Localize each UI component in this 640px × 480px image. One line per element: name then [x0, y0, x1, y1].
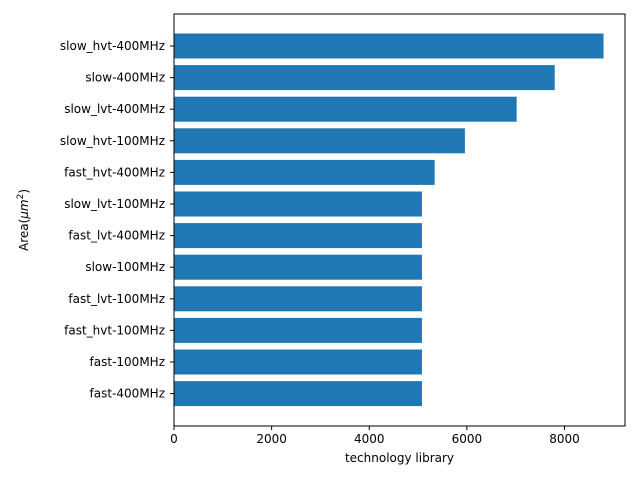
y-tick-label: slow_hvt-100MHz — [60, 134, 165, 148]
y-tick-label: slow_hvt-400MHz — [60, 39, 165, 53]
x-tick-label: 8000 — [549, 432, 580, 446]
x-tick-label: 2000 — [256, 432, 287, 446]
x-tick-label: 6000 — [452, 432, 483, 446]
x-tick-label: 0 — [170, 432, 178, 446]
y-tick-label: slow_lvt-400MHz — [64, 102, 165, 116]
y-tick-label: fast_lvt-400MHz — [68, 229, 165, 243]
y-axis-label-base: Area( — [17, 219, 31, 251]
bar — [174, 33, 604, 59]
bar-group — [174, 33, 604, 407]
y-tick-label: slow-400MHz — [85, 71, 165, 85]
x-axis-ticks: 0 2000 4000 6000 8000 — [170, 426, 580, 446]
y-tick-label: fast_hvt-400MHz — [64, 165, 165, 179]
bar — [174, 96, 517, 122]
y-axis-label-unit: μm — [17, 199, 31, 219]
bar — [174, 317, 422, 343]
x-tick-label: 4000 — [354, 432, 385, 446]
bar — [174, 381, 422, 407]
y-tick-label: slow_lvt-100MHz — [64, 197, 165, 211]
y-axis-label-close: ) — [17, 189, 31, 194]
bar — [174, 254, 422, 280]
bar — [174, 349, 422, 375]
y-axis-label: Area(μm2) — [16, 189, 31, 251]
bar — [174, 286, 422, 312]
bar — [174, 128, 465, 154]
y-tick-label: slow-100MHz — [85, 260, 165, 274]
y-axis-label-exponent: 2 — [16, 194, 26, 200]
bar — [174, 223, 422, 249]
y-tick-label: fast_hvt-100MHz — [64, 323, 165, 337]
y-axis-ticks: slow_hvt-400MHz slow-400MHz slow_lvt-400MH… — [60, 39, 174, 401]
bar — [174, 65, 555, 91]
y-tick-label: fast_lvt-100MHz — [68, 292, 165, 306]
x-axis-label: technology library — [345, 451, 454, 465]
bar — [174, 191, 422, 217]
y-tick-label: fast-100MHz — [90, 355, 165, 369]
bar — [174, 159, 435, 185]
y-tick-label: fast-400MHz — [90, 387, 165, 401]
plot-frame — [173, 13, 626, 427]
